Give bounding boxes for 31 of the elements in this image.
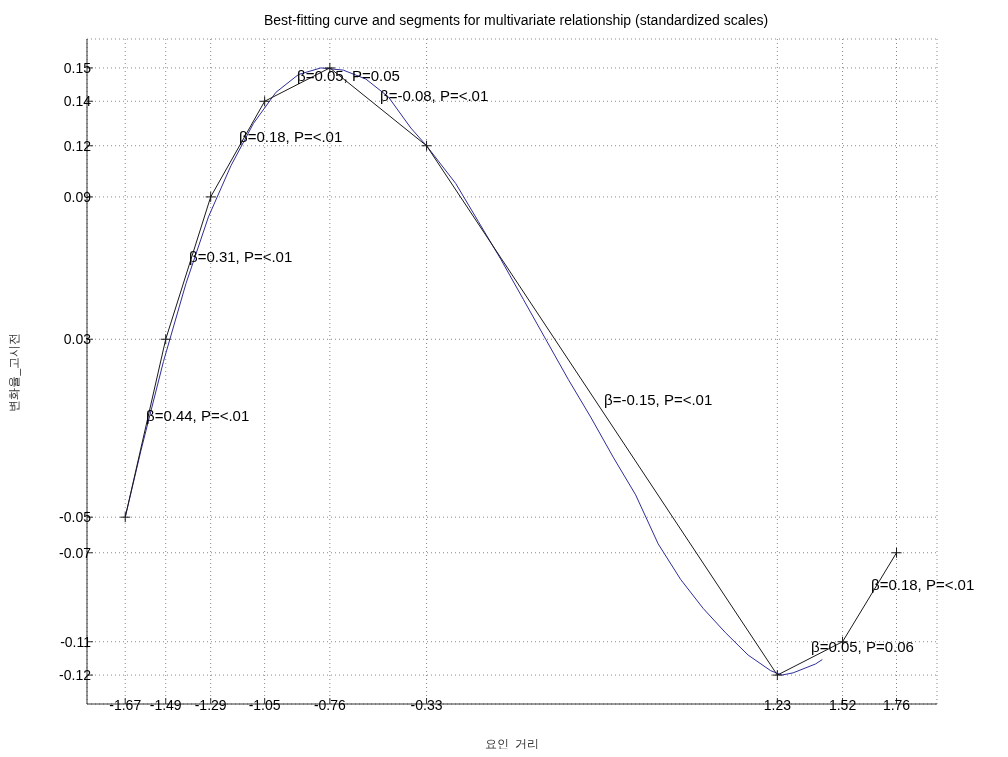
- annotation: β=0.31, P=<.01: [189, 248, 293, 266]
- y-tick-label: -0.05: [59, 509, 92, 526]
- point: [119, 511, 131, 523]
- x-tick-label: 1.52: [828, 696, 857, 713]
- point: [259, 95, 271, 107]
- x-tick-label: -1.05: [248, 696, 281, 713]
- chart-title: Best-fitting curve and segments for multivariate relationship (standardized scales): [262, 11, 770, 30]
- y-tick-label: 0.15: [63, 59, 92, 76]
- y-tick-label: 0.03: [63, 331, 92, 348]
- x-tick-label: -1.29: [194, 696, 227, 713]
- y-tick-label: 0.14: [63, 93, 92, 110]
- point: [421, 140, 433, 152]
- x-tick-label: -0.33: [410, 696, 443, 713]
- annotation: β=0.18, P=<.01: [871, 576, 975, 594]
- y-axis-title: 변화율_고시전: [7, 332, 22, 412]
- x-tick-label: 1.23: [763, 696, 792, 713]
- y-tick-label: -0.07: [59, 544, 92, 561]
- x-tick-label: -0.76: [313, 696, 347, 713]
- y-tick-label: 0.12: [63, 137, 92, 154]
- x-tick-label: 1.76: [882, 696, 911, 713]
- x-tick-label: -1.49: [149, 696, 182, 713]
- annotation: β=-0.15, P=<.01: [604, 391, 713, 409]
- point: [205, 191, 217, 203]
- annotation: β=0.18, P=<.01: [239, 128, 343, 146]
- point: [160, 333, 172, 345]
- point: [771, 669, 783, 681]
- y-tick-label: -0.11: [60, 633, 92, 650]
- x-tick-label: -1.67: [109, 696, 142, 713]
- y-tick-label: -0.12: [59, 667, 92, 684]
- point: [891, 547, 903, 559]
- y-tick-label: 0.09: [63, 188, 92, 205]
